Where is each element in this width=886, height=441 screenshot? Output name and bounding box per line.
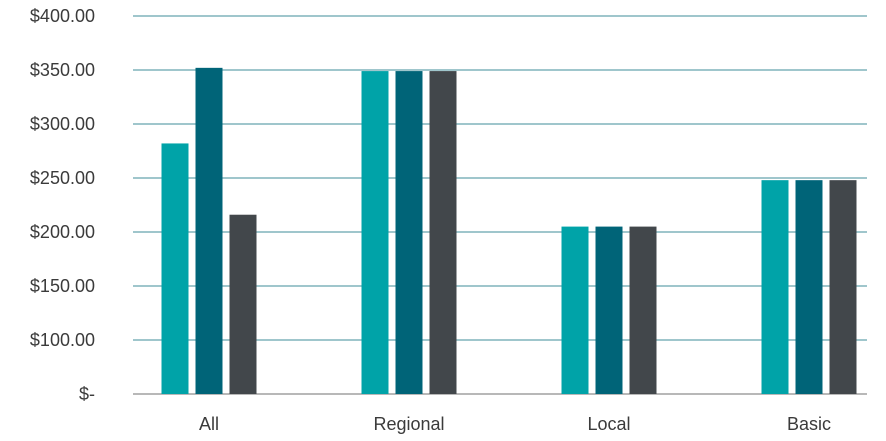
x-axis-tick-labels: All Regional Local Basic	[199, 414, 831, 434]
bar	[161, 143, 189, 394]
x-tick-label: Regional	[373, 414, 444, 434]
bar	[229, 214, 257, 394]
x-tick-label: Basic	[787, 414, 831, 434]
y-tick-label: $150.00	[30, 276, 95, 296]
y-tick-label: $300.00	[30, 114, 95, 134]
bar	[361, 71, 389, 394]
x-tick-label: Local	[587, 414, 630, 434]
bars	[161, 67, 857, 394]
bar	[629, 226, 657, 394]
y-tick-label: $200.00	[30, 222, 95, 242]
bar	[429, 71, 457, 394]
x-tick-label: All	[199, 414, 219, 434]
bar	[795, 180, 823, 394]
y-tick-label: $350.00	[30, 60, 95, 80]
bar	[829, 180, 857, 394]
bar	[595, 226, 623, 394]
bar	[561, 226, 589, 394]
y-tick-label: $250.00	[30, 168, 95, 188]
bar	[195, 67, 223, 394]
y-axis-tick-labels: $- $100.00 $150.00 $200.00 $250.00 $300.00 $35…	[30, 6, 95, 404]
bar	[395, 71, 423, 394]
bar	[761, 180, 789, 394]
y-tick-label: $400.00	[30, 6, 95, 26]
y-tick-label: $-	[79, 384, 95, 404]
y-tick-label: $100.00	[30, 330, 95, 350]
